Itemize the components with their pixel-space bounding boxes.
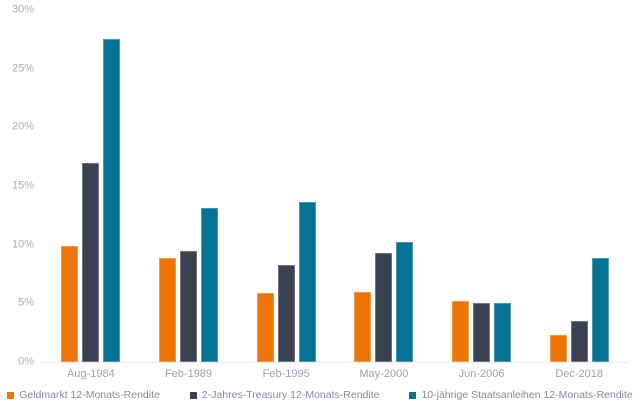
- x-axis-line: [40, 362, 628, 363]
- legend-swatch-icon: [409, 391, 417, 399]
- bar: [396, 242, 414, 362]
- y-axis-tick-label: 0%: [18, 355, 34, 368]
- bar: [591, 257, 609, 362]
- legend-swatch-icon: [189, 391, 197, 399]
- x-axis-label: May-2000: [359, 368, 409, 380]
- x-axis-label: Feb-1995: [262, 368, 310, 380]
- bar: [201, 208, 218, 362]
- bar-group: Feb-1995: [237, 10, 335, 380]
- x-axis-label: Aug-1984: [66, 368, 115, 380]
- bar-cluster: [354, 10, 414, 362]
- bar: [494, 303, 512, 362]
- y-axis-tick-label: 5%: [18, 296, 34, 309]
- x-axis-label: Jun-2006: [458, 368, 505, 380]
- bar: [82, 162, 100, 362]
- bar: [159, 257, 176, 362]
- bar-cluster: [256, 10, 316, 362]
- bar: [354, 291, 372, 362]
- bar-cluster: [549, 10, 609, 362]
- y-axis: 0% 5% 10% 15% 20% 25% 30%: [0, 4, 36, 367]
- legend-swatch-icon: [7, 391, 15, 399]
- bar: [298, 202, 316, 362]
- bar-group: Dec-2018: [530, 10, 628, 380]
- y-axis-tick-label: 25%: [11, 62, 34, 75]
- bar: [473, 303, 491, 362]
- bar: [61, 245, 79, 362]
- bar: [256, 292, 274, 362]
- legend-item: 10-jährige Staatsanleihen 12-Monats-Rend…: [409, 389, 633, 401]
- bar: [570, 320, 588, 362]
- bar-cluster: [61, 10, 121, 362]
- bar: [103, 39, 121, 362]
- legend-item: 2-Jahres-Treasury 12-Monats-Rendite: [189, 389, 380, 401]
- bar-cluster: [452, 10, 512, 362]
- legend-label: Geldmarkt 12-Monats-Rendite: [19, 389, 160, 401]
- y-axis-tick-label: 20%: [11, 120, 34, 133]
- legend-label: 10-jährige Staatsanleihen 12-Monats-Rend…: [421, 389, 633, 401]
- legend-label: 2-Jahres-Treasury 12-Monats-Rendite: [201, 389, 380, 401]
- x-axis-label: Feb-1989: [164, 368, 213, 380]
- bar: [277, 264, 295, 362]
- bar-group: Feb-1989: [140, 10, 238, 380]
- bar-group: Aug-1984: [42, 10, 140, 380]
- x-axis-label: Dec-2018: [555, 368, 604, 380]
- bar: [180, 250, 197, 362]
- bar-group: Jun-2006: [433, 10, 531, 380]
- bar: [549, 335, 567, 362]
- bar: [452, 301, 470, 362]
- y-axis-tick-label: 15%: [11, 179, 34, 192]
- y-axis-tick-label: 10%: [11, 238, 34, 251]
- bar: [375, 252, 393, 362]
- legend-item: Geldmarkt 12-Monats-Rendite: [7, 389, 160, 401]
- bar-group: May-2000: [335, 10, 433, 380]
- bar-cluster: [159, 10, 218, 362]
- y-axis-tick-label: 30%: [11, 3, 34, 16]
- legend: Geldmarkt 12-Monats-Rendite 2-Jahres-Trea…: [0, 389, 640, 401]
- plot-area: Aug-1984 Feb-1989 Feb-1995 May-2000 Jun-2006…: [42, 10, 628, 380]
